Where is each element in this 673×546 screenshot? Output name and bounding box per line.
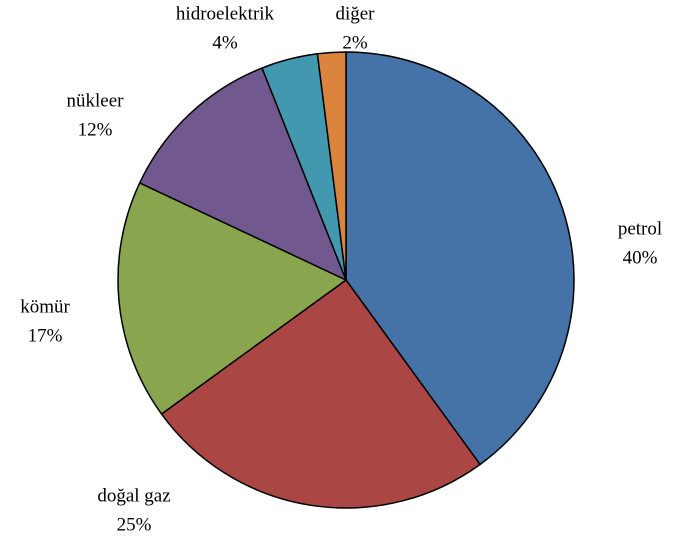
slice-label: nükleer xyxy=(67,90,125,111)
slice-label: petrol xyxy=(618,218,662,239)
slice-value-label: 40% xyxy=(623,247,658,268)
pie-slice xyxy=(316,51,347,281)
slice-label: diğer xyxy=(335,3,375,24)
pie-slice xyxy=(345,51,575,466)
pie-slice xyxy=(117,181,348,416)
slice-label: hidroelektrik xyxy=(176,3,275,24)
slice-label: kömür xyxy=(20,296,70,317)
pie-slice xyxy=(160,278,482,509)
slice-value-label: 17% xyxy=(28,325,63,346)
slice-value-label: 4% xyxy=(212,32,238,53)
slice-label: doğal gaz xyxy=(97,485,170,506)
pie-slice xyxy=(138,67,348,282)
slice-value-label: 25% xyxy=(117,514,152,535)
slice-value-label: 2% xyxy=(342,32,368,53)
slice-value-label: 12% xyxy=(78,119,113,140)
